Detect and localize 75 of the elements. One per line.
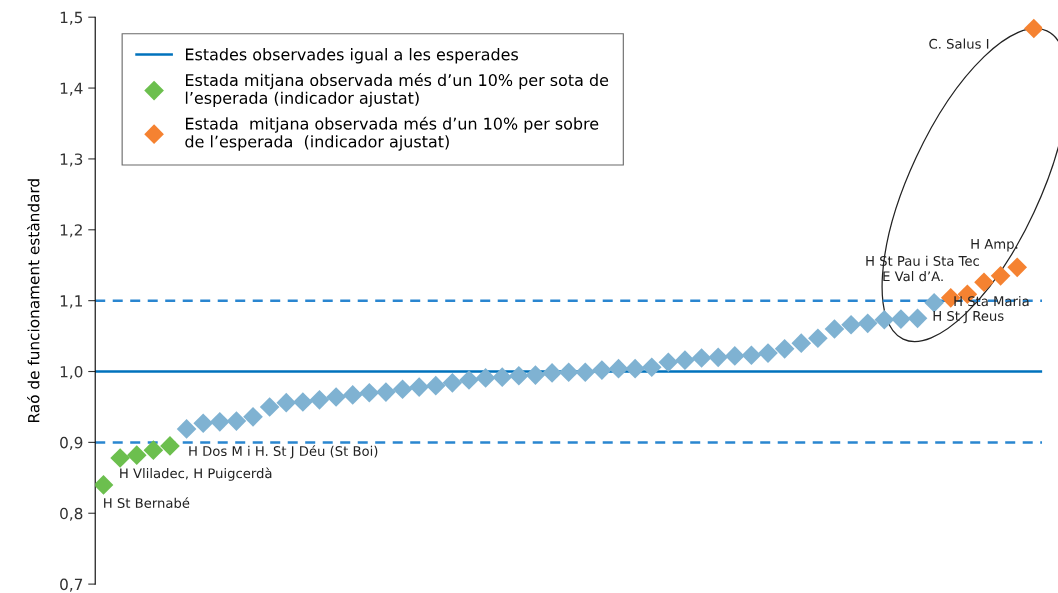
- point: [293, 392, 313, 412]
- annotation: E Val d’A.: [883, 271, 943, 282]
- point: [791, 333, 812, 353]
- point: [276, 392, 297, 413]
- point: [425, 375, 446, 396]
- annotation: H Amp.: [971, 239, 1018, 252]
- point: [342, 385, 363, 405]
- annotation: H St Bernabé: [104, 497, 190, 508]
- y-tick-label: 0,9: [60, 436, 83, 450]
- y-tick-label: 1,0: [60, 365, 83, 380]
- annotation: C. Salus I: [929, 38, 989, 49]
- point: [641, 357, 662, 378]
- point: [542, 363, 562, 383]
- point: [326, 387, 346, 407]
- point: [608, 358, 629, 379]
- point: [558, 362, 579, 383]
- y-tick-label: 1,1: [60, 295, 82, 309]
- point: [990, 266, 1011, 286]
- point: [110, 448, 130, 468]
- point: [442, 373, 463, 393]
- point: [160, 436, 180, 456]
- legend-label: Estades observades igual a les esperades: [186, 48, 518, 64]
- point: [874, 309, 895, 330]
- point: [675, 350, 695, 370]
- point: [1024, 18, 1043, 39]
- point: [857, 313, 878, 334]
- point: [758, 343, 778, 363]
- point: [575, 362, 596, 383]
- point: [243, 407, 263, 427]
- point: [392, 379, 413, 400]
- point: [209, 412, 230, 432]
- point: [824, 319, 845, 339]
- y-tick-label: 1,5: [60, 11, 83, 25]
- point: [376, 382, 396, 402]
- point: [409, 377, 429, 397]
- point: [658, 352, 679, 373]
- point: [176, 419, 197, 439]
- y-tick-label: 1,4: [60, 82, 83, 96]
- annotation: H Dos M i H. St J Déu (St Boi): [189, 445, 378, 459]
- point: [625, 358, 645, 379]
- point: [95, 475, 114, 495]
- point: [1007, 257, 1028, 278]
- point: [525, 365, 546, 385]
- point: [924, 292, 944, 313]
- y-tick-label: 1,3: [60, 153, 83, 167]
- point: [592, 360, 612, 380]
- point: [126, 445, 147, 465]
- point: [691, 348, 712, 368]
- point: [907, 308, 928, 329]
- legend-label: Estada mitjana observada més d’un 10% per sobre de l’esperada (indicador ajustat): [185, 116, 599, 151]
- legend-label: Estada mitjana observada més d’un 10% per sota de l’esperada (indicador ajustat): [185, 73, 609, 108]
- point: [841, 314, 861, 335]
- point: [974, 272, 994, 293]
- point: [259, 397, 280, 417]
- point: [475, 368, 496, 388]
- annotation: H Vliladec, H Puigcerdà: [120, 467, 272, 481]
- point: [459, 370, 479, 390]
- point: [774, 339, 795, 359]
- point: [741, 345, 762, 366]
- point: [359, 382, 380, 403]
- point: [724, 346, 745, 366]
- point: [226, 411, 247, 431]
- point: [509, 365, 529, 386]
- y-tick-label: 0,7: [60, 578, 83, 592]
- point: [143, 440, 164, 460]
- point: [492, 367, 513, 387]
- point: [808, 328, 828, 349]
- point: [891, 309, 911, 329]
- point: [309, 390, 330, 410]
- point: [193, 413, 214, 434]
- y-tick-label: 1,2: [60, 224, 82, 238]
- point: [708, 347, 729, 368]
- annotation: H St J Reus: [933, 310, 1004, 324]
- y-axis-title: Raó de funcionament estàndard: [27, 179, 40, 422]
- y-tick-label: 0,8: [60, 507, 83, 521]
